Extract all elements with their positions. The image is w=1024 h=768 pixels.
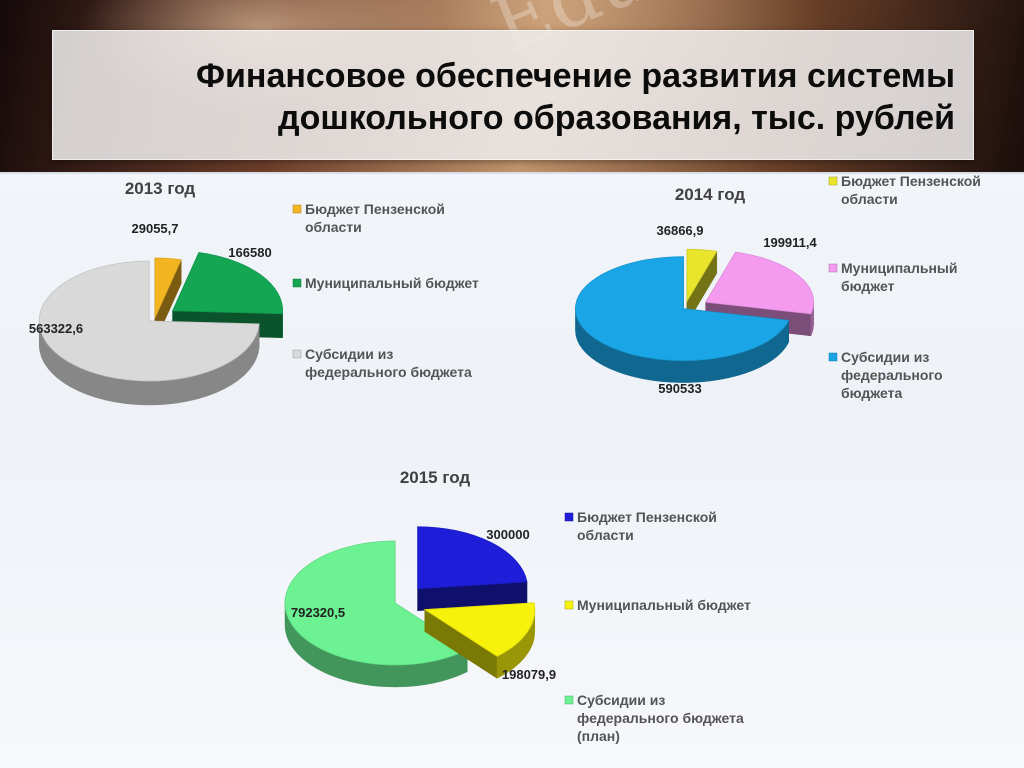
legend-swatch-3 [292,349,302,359]
slice-top [284,540,469,666]
data-label-2: 166580 [228,245,271,260]
legend-swatch-2 [292,278,302,288]
pie-slice-муниципальный-бюджет [423,602,536,679]
slice-top [686,248,718,303]
slice-top [705,251,815,315]
pie-chart-2: 2014 год 36866,9 199911,4 590533 Бюджет Пенз… [575,173,981,401]
pie-slice-субсидии-из-федерального-бюджета [38,260,260,406]
legend-label-3: федерального [841,367,943,383]
slice-top [417,526,528,590]
legend-label-1: области [841,191,898,207]
legend-swatch-3 [564,695,574,705]
legend-label-2: Муниципальный бюджет [305,275,479,291]
data-label-2: 199911,4 [763,235,817,250]
legend-label-2: бюджет [841,278,895,294]
slice-top [172,252,283,315]
pie-slice-бюджет-пензенской-области [417,526,528,611]
data-label-1: 300000 [486,527,529,542]
slide-title-line-2: дошкольного образования, тыс. рублей [278,99,955,137]
pie-slice-субсидии-из-федерального-бюджета [575,256,790,383]
data-label-3: 792320,5 [291,605,345,620]
pie-slice-субсидии-из-федерального-бюджета-план [284,540,469,688]
legend-label-2: Муниципальный [841,260,957,276]
legend: Бюджет Пензенской области Муниципальный бю… [564,509,751,744]
slice-top [154,257,182,319]
legend: Бюджет Пензенской области Муниципальный бю… [292,201,479,380]
legend-label-3: Субсидии из [841,349,929,365]
slice-top [38,260,260,382]
header-banner: Education Финансовое обеспечение развити… [0,0,1024,172]
legend-label-1: области [577,527,634,543]
legend-swatch-3 [828,352,838,362]
title-box: Финансовое обеспечение развития системы … [52,30,974,160]
legend-swatch-2 [828,263,838,273]
legend: Бюджет Пензенской области Муниципальный бюд… [828,173,981,401]
slide-title-line-1: Финансовое обеспечение развития системы [196,57,955,95]
legend-label-1: области [305,219,362,235]
legend-label-1: Бюджет Пензенской [305,201,445,217]
slice-top [423,602,536,657]
legend-swatch-2 [564,600,574,610]
pie-slice-бюджет-пензенской-области [686,248,718,325]
legend-label-3: (план) [577,728,620,744]
pie-chart-1: 2013 год 29055,7 166580 563322,6 Бюджет Пенз… [29,179,479,406]
legend-label-3: федерального бюджета [305,364,472,380]
pie-chart-3: 2015 год 300000 198079,9 792320,5 Бюджет Пен… [284,468,751,744]
data-label-3: 563322,6 [29,321,83,336]
banner-divider [0,172,1024,174]
chart-title: 2015 год [400,468,471,487]
legend-label-3: федерального бюджета [577,710,744,726]
slice-top [575,256,790,361]
chart-title: 2014 год [675,185,746,204]
legend-label-2: Муниципальный бюджет [577,597,751,613]
legend-label-1: Бюджет Пензенской [577,509,717,525]
chart-title: 2013 год [125,179,196,198]
data-label-1: 29055,7 [132,221,179,236]
legend-swatch-1 [828,176,838,186]
legend-label-3: бюджета [841,385,903,401]
legend-label-3: Субсидии из [577,692,665,708]
data-label-2: 198079,9 [502,667,556,682]
legend-swatch-1 [564,512,574,522]
legend-label-3: Субсидии из [305,346,393,362]
legend-label-1: Бюджет Пензенской [841,173,981,189]
legend-swatch-1 [292,204,302,214]
data-label-1: 36866,9 [657,223,704,238]
data-label-3: 590533 [658,381,701,396]
